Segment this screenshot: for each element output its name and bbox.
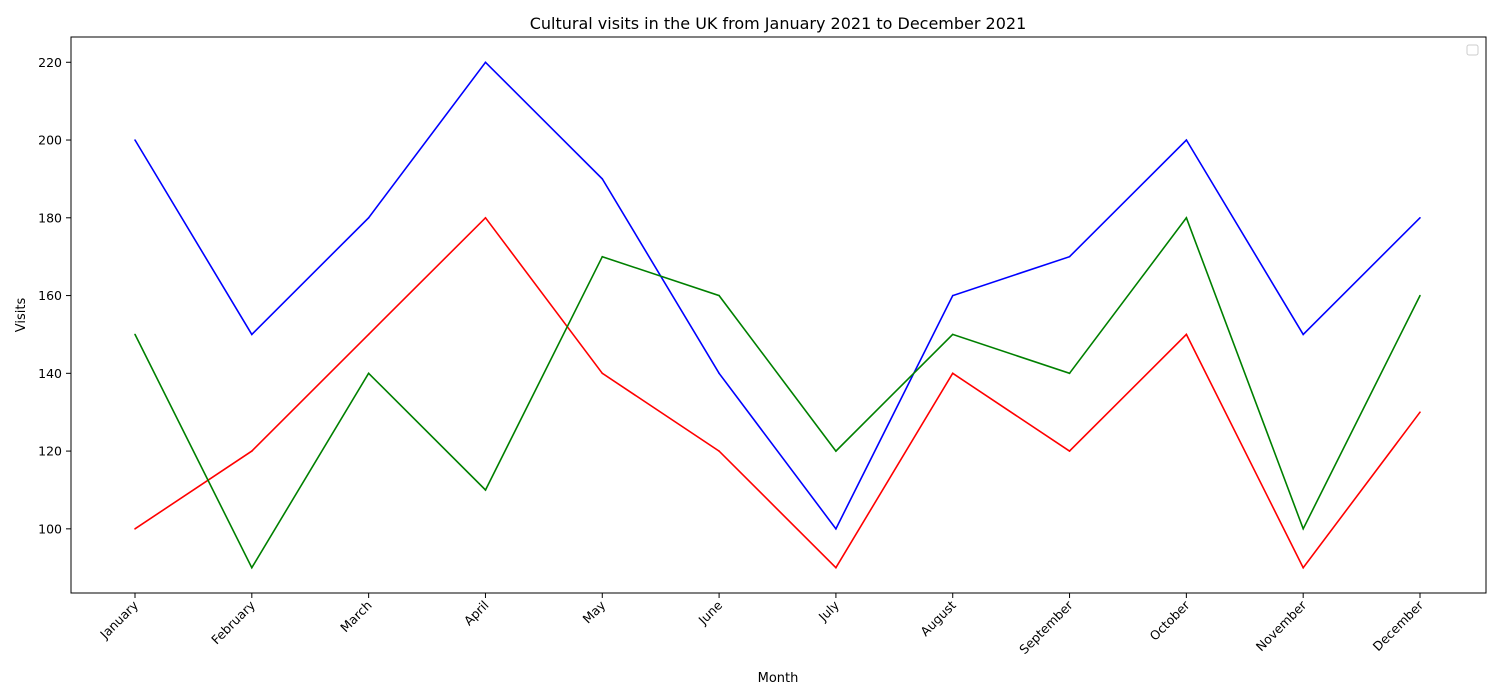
- data-point: [484, 61, 487, 64]
- data-point: [601, 255, 604, 258]
- y-tick-label: 100: [38, 521, 62, 536]
- data-point: [134, 528, 136, 530]
- data-point: [1068, 255, 1071, 258]
- x-tick-label: October: [1147, 597, 1194, 644]
- data-point: [1419, 294, 1421, 297]
- data-point: [835, 566, 837, 569]
- data-point: [251, 450, 253, 452]
- x-tick-label: May: [580, 597, 609, 626]
- data-point: [1185, 333, 1188, 336]
- y-axis: 100 120 140 160 180 200 220: [38, 55, 71, 536]
- x-tick-label: November: [1253, 597, 1310, 654]
- series-line-1: [134, 61, 1421, 531]
- y-tick-label: 180: [38, 210, 62, 225]
- data-point: [601, 372, 604, 375]
- data-point: [367, 372, 370, 375]
- data-point: [367, 333, 370, 336]
- data-point: [251, 333, 253, 336]
- y-tick-label: 220: [38, 55, 62, 70]
- x-tick-label: June: [695, 597, 726, 628]
- data-point: [718, 372, 720, 375]
- x-axis-label: Month: [758, 671, 799, 686]
- x-tick-label: March: [337, 598, 375, 636]
- y-tick-label: 140: [38, 366, 62, 381]
- legend-box: [1466, 44, 1479, 56]
- data-point: [134, 333, 136, 336]
- x-tick-label: February: [208, 597, 258, 647]
- data-point: [1185, 139, 1188, 141]
- series-line-2: [134, 216, 1421, 570]
- data-point: [1302, 528, 1304, 530]
- data-point: [367, 216, 370, 219]
- data-point: [134, 139, 136, 141]
- series-line-3: [134, 216, 1421, 570]
- data-point: [484, 216, 487, 219]
- x-tick-label: April: [461, 598, 492, 629]
- y-tick-label: 120: [38, 444, 62, 459]
- data-point: [1068, 450, 1071, 452]
- y-tick-label: 200: [38, 133, 62, 148]
- x-axis: January February March April May June July Augu…: [96, 593, 1427, 657]
- plot-area: [134, 61, 1421, 570]
- x-tick-label: December: [1370, 597, 1427, 654]
- x-tick-label: January: [96, 597, 141, 642]
- data-point: [718, 450, 720, 452]
- x-tick-label: July: [815, 597, 843, 625]
- data-point: [1419, 411, 1421, 414]
- data-point: [835, 528, 837, 530]
- plot-frame: [70, 36, 1487, 594]
- data-point: [1068, 372, 1071, 375]
- data-point: [951, 333, 954, 336]
- data-point: [718, 294, 720, 297]
- data-point: [484, 489, 487, 491]
- data-point: [951, 372, 954, 375]
- y-axis-label: Visits: [14, 298, 29, 333]
- data-point: [951, 294, 954, 297]
- data-point: [1302, 566, 1304, 569]
- x-tick-label: September: [1016, 597, 1076, 657]
- data-point: [1302, 333, 1304, 336]
- data-point: [251, 566, 253, 569]
- chart-title: Cultural visits in the UK from January 2…: [530, 14, 1027, 33]
- data-point: [835, 450, 837, 452]
- y-tick-label: 160: [38, 288, 62, 303]
- data-point: [1419, 216, 1421, 219]
- data-point: [601, 178, 604, 180]
- x-tick-label: August: [917, 597, 959, 639]
- data-point: [1185, 216, 1188, 219]
